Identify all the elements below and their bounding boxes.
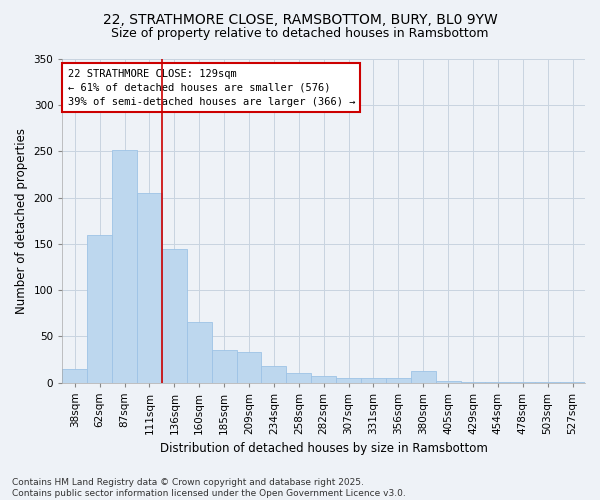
Bar <box>236 352 262 382</box>
Text: 22, STRATHMORE CLOSE, RAMSBOTTOM, BURY, BL0 9YW: 22, STRATHMORE CLOSE, RAMSBOTTOM, BURY, … <box>103 12 497 26</box>
Bar <box>411 372 436 382</box>
X-axis label: Distribution of detached houses by size in Ramsbottom: Distribution of detached houses by size … <box>160 442 488 455</box>
Bar <box>361 378 386 382</box>
Bar <box>386 378 411 382</box>
Bar <box>62 368 87 382</box>
Bar <box>286 374 311 382</box>
Bar <box>262 366 286 382</box>
Bar <box>137 193 162 382</box>
Text: Contains HM Land Registry data © Crown copyright and database right 2025.
Contai: Contains HM Land Registry data © Crown c… <box>12 478 406 498</box>
Bar <box>336 378 361 382</box>
Bar <box>87 234 112 382</box>
Bar <box>436 380 461 382</box>
Text: Size of property relative to detached houses in Ramsbottom: Size of property relative to detached ho… <box>111 28 489 40</box>
Bar <box>112 150 137 382</box>
Bar <box>162 250 187 382</box>
Text: 22 STRATHMORE CLOSE: 129sqm
← 61% of detached houses are smaller (576)
39% of se: 22 STRATHMORE CLOSE: 129sqm ← 61% of det… <box>68 68 355 106</box>
Y-axis label: Number of detached properties: Number of detached properties <box>15 128 28 314</box>
Bar <box>311 376 336 382</box>
Bar <box>212 350 236 382</box>
Bar <box>187 322 212 382</box>
